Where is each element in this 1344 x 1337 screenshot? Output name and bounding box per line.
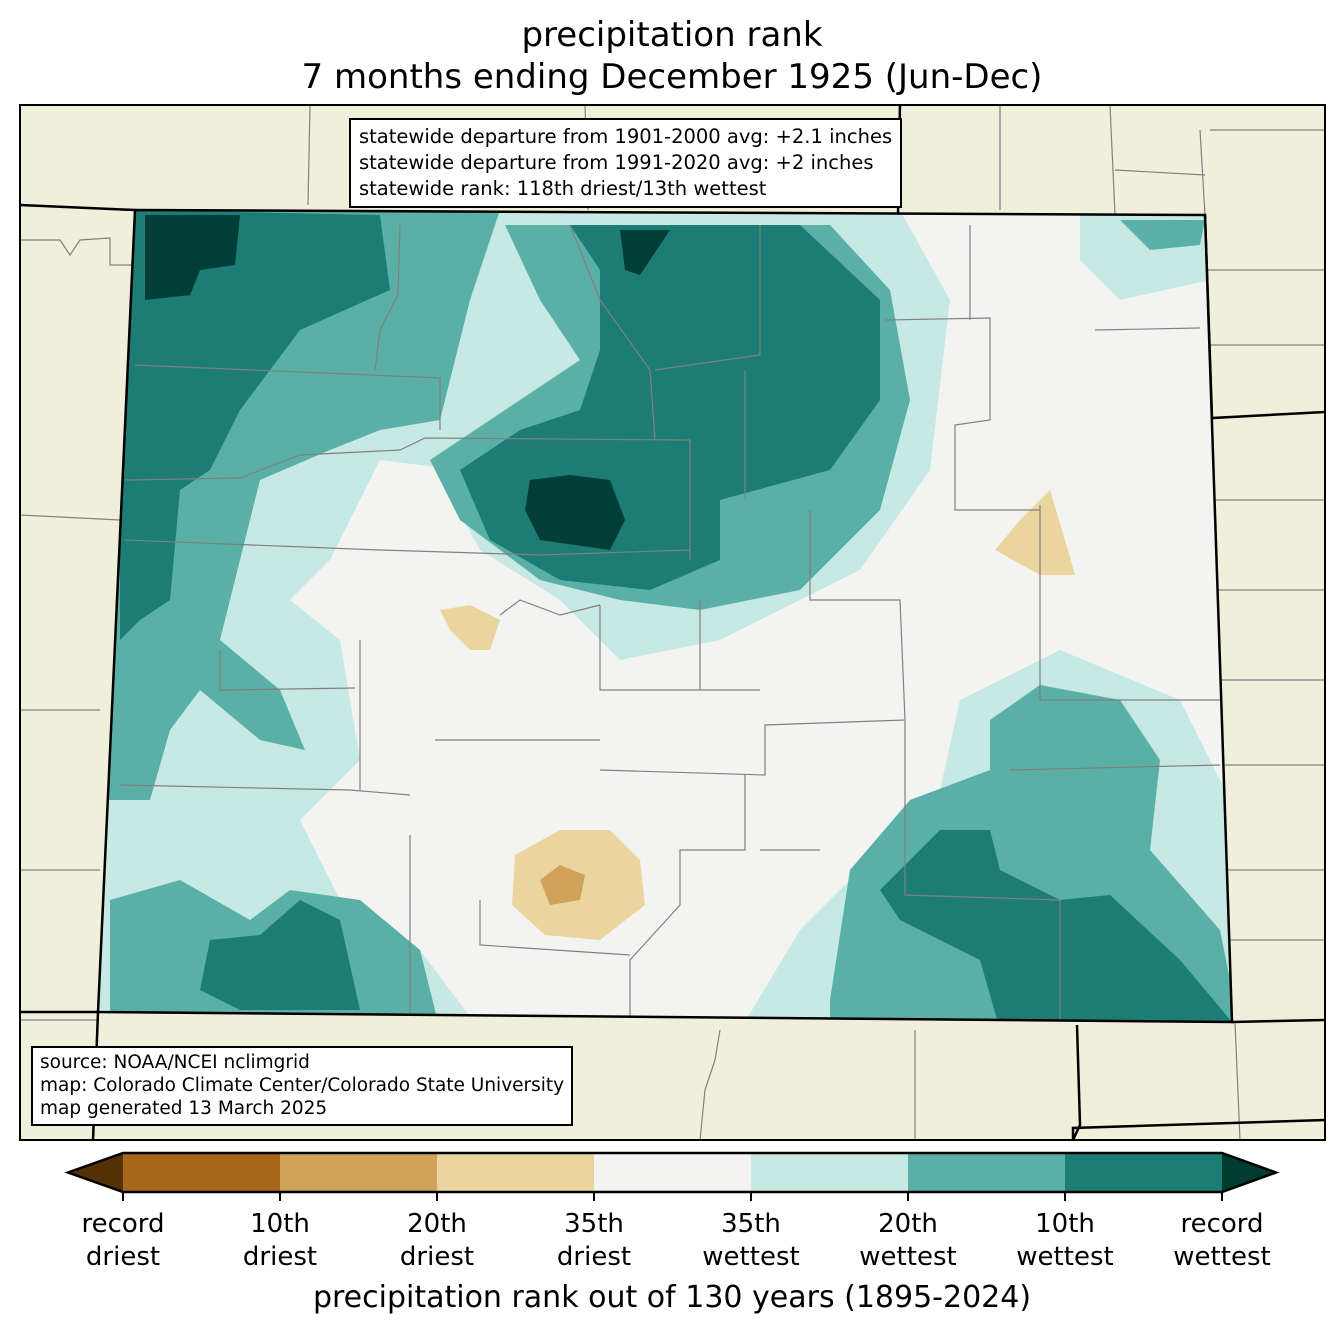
colorbar-extend-high [1222, 1153, 1276, 1192]
tick-label-line2: driest [242, 1242, 318, 1272]
county-lines [119, 224, 1221, 1022]
colorbar-bin [908, 1153, 1065, 1192]
tick-label-line1: record [1180, 1209, 1264, 1239]
stats-line-3: statewide rank: 118th driest/13th wettes… [359, 177, 767, 200]
colorbar-tick-label: 35th driest [514, 1208, 674, 1274]
tick-label-line2: wettest [1016, 1242, 1114, 1272]
source-line-1: source: NOAA/NCEI nclimgrid [40, 1052, 310, 1073]
colorbar-tick-label: 20th driest [357, 1208, 517, 1274]
source-line-2: map: Colorado Climate Center/Colorado St… [40, 1075, 565, 1096]
colorbar-extend-low [68, 1153, 123, 1192]
stats-line-2: statewide departure from 1991-2020 avg: … [359, 151, 874, 174]
tick-label-line1: 10th [250, 1209, 310, 1239]
tick-label-line2: driest [85, 1242, 161, 1272]
tick-label-line2: wettest [1173, 1242, 1271, 1272]
tick-label-line1: record [81, 1209, 165, 1239]
tick-label-line1: 35th [564, 1209, 624, 1239]
colorbar-tick-label: 35th wettest [671, 1208, 831, 1274]
source-line-3: map generated 13 March 2025 [40, 1098, 328, 1119]
map-title-line2: 7 months ending December 1925 (Jun-Dec) [301, 57, 1043, 97]
colorbar-tick-label: record wettest [1142, 1208, 1302, 1274]
precip-rank-shading [98, 210, 1232, 1022]
statewide-stats-box: statewide departure from 1901-2000 avg: … [349, 118, 903, 208]
colorbar-bin [280, 1153, 437, 1192]
colorbar-tick-label: 10th wettest [985, 1208, 1145, 1274]
colorbar-bin [594, 1153, 751, 1192]
colorbar-title: precipitation rank out of 130 years (189… [312, 1280, 1032, 1315]
tick-label-line2: wettest [859, 1242, 957, 1272]
tick-label-line1: 35th [721, 1209, 781, 1239]
colorbar [64, 1151, 1280, 1201]
colorbar-tick-label: record driest [43, 1208, 203, 1274]
colorbar-bin [751, 1153, 908, 1192]
stats-line-1: statewide departure from 1901-2000 avg: … [359, 125, 893, 148]
map-frame [19, 104, 1326, 1141]
tick-label-line1: 20th [407, 1209, 467, 1239]
tick-label-line2: driest [399, 1242, 475, 1272]
colorbar-bin [437, 1153, 594, 1192]
colorbar-bin [1065, 1153, 1222, 1192]
source-box: source: NOAA/NCEI nclimgrid map: Colorad… [31, 1046, 574, 1126]
colorado-border [96, 208, 1234, 1024]
tick-label-line1: 10th [1035, 1209, 1095, 1239]
tick-label-line2: wettest [702, 1242, 800, 1272]
map-title-line1: precipitation rank [521, 15, 823, 55]
neighbor-county-lines [20, 105, 1325, 1140]
colorbar-tick-label: 10th driest [200, 1208, 360, 1274]
tick-label-line2: driest [556, 1242, 632, 1272]
colorbar-bin [123, 1153, 280, 1192]
tick-label-line1: 20th [878, 1209, 938, 1239]
colorbar-tick-label: 20th wettest [828, 1208, 988, 1274]
